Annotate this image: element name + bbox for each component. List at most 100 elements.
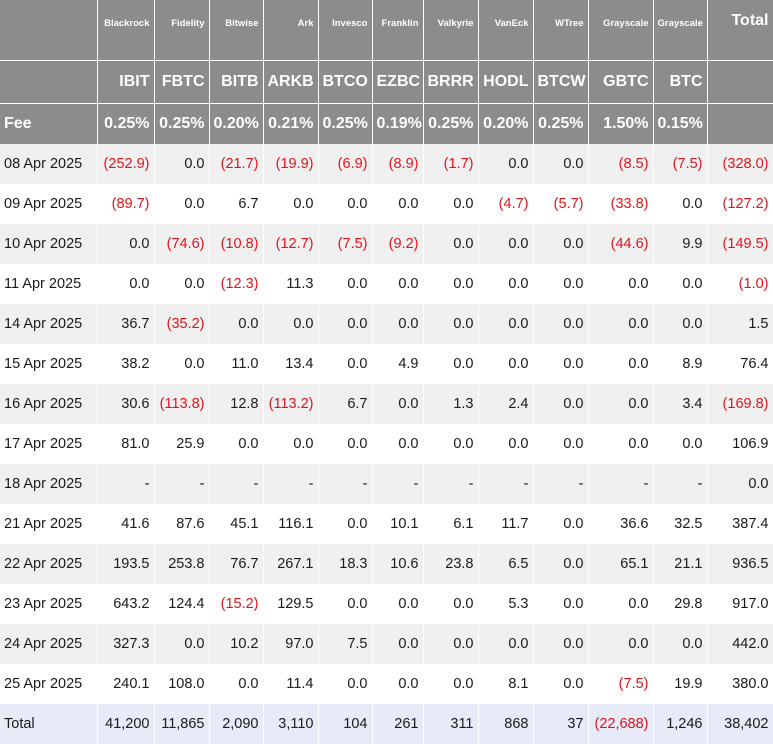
total-cell: 104 [318, 704, 373, 744]
flow-cell: 0.0 [533, 304, 589, 344]
flow-cell: - [97, 464, 155, 504]
row-total-cell: 1.5 [707, 304, 773, 344]
flow-cell: 253.8 [154, 544, 210, 584]
flow-cell: 6.5 [478, 544, 534, 584]
row-total-cell: 0.0 [707, 464, 773, 504]
row-total-cell: (169.8) [707, 384, 773, 424]
flow-cell: 0.0 [209, 424, 264, 464]
flow-cell: 11.7 [478, 504, 534, 544]
flow-cell: 21.1 [653, 544, 708, 584]
total-cell: 41,200 [97, 704, 155, 744]
flow-cell: 0.0 [372, 664, 424, 704]
table-row: 11 Apr 2025 0.0 0.0 (12.3) 11.3 0.0 0.0 0.0 0.0 0… [0, 264, 773, 304]
flow-cell: (8.5) [588, 144, 654, 184]
fee-cell: 0.20% [478, 103, 534, 144]
flow-cell: 0.0 [423, 624, 479, 664]
issuer-header: Franklin [372, 0, 424, 61]
total-cell: 1,246 [653, 704, 708, 744]
corner-cell [0, 0, 98, 61]
flow-cell: (10.8) [209, 224, 264, 264]
flow-cell: 0.0 [478, 144, 534, 184]
flow-cell: 0.0 [209, 304, 264, 344]
totals-row: Total 41,200 11,865 2,090 3,110 104 261 … [0, 704, 773, 744]
flow-cell: 0.0 [263, 184, 319, 224]
date-cell: 08 Apr 2025 [0, 144, 98, 184]
flow-cell: 0.0 [318, 344, 373, 384]
ticker-header: EZBC [372, 60, 424, 104]
table-row: 15 Apr 2025 38.2 0.0 11.0 13.4 0.0 4.9 0.0 0.0 0.… [0, 344, 773, 384]
flow-cell: 0.0 [318, 584, 373, 624]
issuer-header: Invesco [318, 0, 373, 61]
total-cell: (22,688) [588, 704, 654, 744]
issuer-header-row: Blackrock Fidelity Bitwise Ark Invesco F… [0, 0, 773, 61]
issuer-header: WTree [533, 0, 589, 61]
flow-cell: 240.1 [97, 664, 155, 704]
flow-cell: 3.4 [653, 384, 708, 424]
row-total-cell: (328.0) [707, 144, 773, 184]
flow-cell: 0.0 [653, 304, 708, 344]
flow-cell: 0.0 [588, 304, 654, 344]
row-total-cell: (1.0) [707, 264, 773, 304]
ticker-header: HODL [478, 60, 534, 104]
flow-rows: 08 Apr 2025 (252.9) 0.0 (21.7) (19.9) (6.9) (8… [0, 144, 773, 704]
date-cell: 23 Apr 2025 [0, 584, 98, 624]
fee-cell: 0.19% [372, 103, 424, 144]
flow-cell: 45.1 [209, 504, 264, 544]
date-cell: 11 Apr 2025 [0, 264, 98, 304]
flow-cell: 11.4 [263, 664, 319, 704]
flow-cell: (252.9) [97, 144, 155, 184]
flow-cell: 6.1 [423, 504, 479, 544]
row-total-cell: (127.2) [707, 184, 773, 224]
ticker-header-blank [707, 60, 773, 104]
grand-total-cell: 38,402 [707, 704, 773, 744]
fee-row: Fee 0.25% 0.25% 0.20% 0.21% 0.25% 0.19% … [0, 103, 773, 144]
issuer-header: Valkyrie [423, 0, 479, 61]
total-column-header: Total [707, 0, 773, 61]
flow-cell: 0.0 [372, 304, 424, 344]
issuer-header: Ark [263, 0, 319, 61]
date-cell: 14 Apr 2025 [0, 304, 98, 344]
total-cell: 311 [423, 704, 479, 744]
date-cell: 16 Apr 2025 [0, 384, 98, 424]
flow-cell: (89.7) [97, 184, 155, 224]
flow-cell: 0.0 [588, 624, 654, 664]
flow-cell: 0.0 [478, 624, 534, 664]
flow-cell: 29.8 [653, 584, 708, 624]
flow-cell: 0.0 [533, 504, 589, 544]
flow-cell: 12.8 [209, 384, 264, 424]
table-row: 09 Apr 2025 (89.7) 0.0 6.7 0.0 0.0 0.0 0.0 (4.7)… [0, 184, 773, 224]
flow-cell: 0.0 [263, 304, 319, 344]
flow-cell: 19.9 [653, 664, 708, 704]
flow-cell: - [372, 464, 424, 504]
row-total-cell: (149.5) [707, 224, 773, 264]
flow-cell: 25.9 [154, 424, 210, 464]
flow-cell: 87.6 [154, 504, 210, 544]
flow-cell: 8.1 [478, 664, 534, 704]
table-row: 24 Apr 2025 327.3 0.0 10.2 97.0 7.5 0.0 0.0 0.0 0… [0, 624, 773, 664]
fee-cell: 0.25% [423, 103, 479, 144]
fee-cell: 0.25% [154, 103, 210, 144]
flow-cell: 0.0 [533, 584, 589, 624]
flow-cell: 97.0 [263, 624, 319, 664]
flow-cell: (44.6) [588, 224, 654, 264]
fee-cell: 0.15% [653, 103, 708, 144]
row-total-cell: 936.5 [707, 544, 773, 584]
flow-cell: - [423, 464, 479, 504]
total-cell: 11,865 [154, 704, 210, 744]
ticker-header: FBTC [154, 60, 210, 104]
flow-cell: (7.5) [588, 664, 654, 704]
flow-cell: 41.6 [97, 504, 155, 544]
flow-cell: 0.0 [318, 184, 373, 224]
flow-cell: 11.0 [209, 344, 264, 384]
fee-cell: 0.25% [97, 103, 155, 144]
flow-cell: 0.0 [372, 584, 424, 624]
flow-cell: 0.0 [533, 544, 589, 584]
flow-cell: 36.7 [97, 304, 155, 344]
date-cell: 17 Apr 2025 [0, 424, 98, 464]
flow-cell: 0.0 [318, 504, 373, 544]
date-cell: 24 Apr 2025 [0, 624, 98, 664]
flow-cell: 0.0 [318, 424, 373, 464]
flow-cell: 0.0 [372, 624, 424, 664]
fee-cell: 0.25% [533, 103, 589, 144]
fee-cell: 0.21% [263, 103, 319, 144]
